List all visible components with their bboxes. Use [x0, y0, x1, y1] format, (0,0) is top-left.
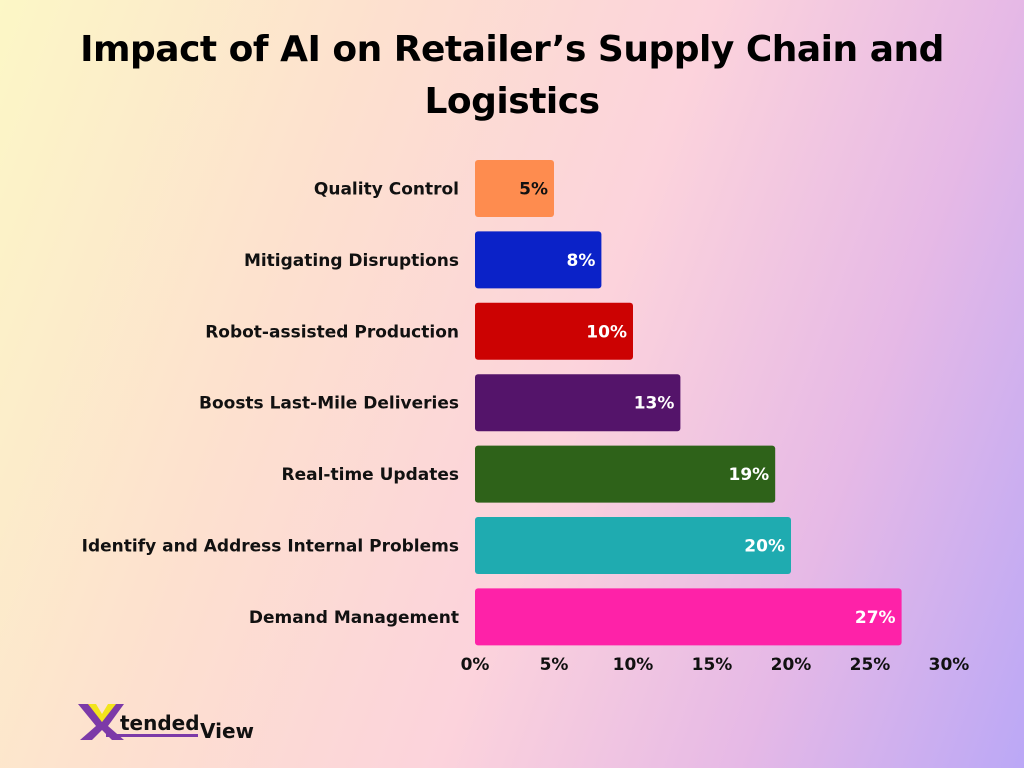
category-label: Identify and Address Internal Problems [82, 537, 459, 557]
bar [475, 445, 776, 503]
data-label: 13% [634, 394, 675, 414]
data-label: 8% [567, 251, 596, 271]
x-tick-label: 15% [692, 655, 733, 675]
data-label: 20% [744, 537, 785, 557]
bar [475, 588, 902, 646]
data-label: 27% [855, 608, 896, 628]
bar [475, 374, 681, 432]
category-label: Robot-assisted Production [205, 322, 459, 342]
data-label: 19% [728, 465, 769, 485]
x-tick-label: 0% [461, 655, 490, 675]
data-label: 10% [586, 322, 627, 342]
category-label: Boosts Last-Mile Deliveries [199, 394, 459, 414]
bar [475, 302, 633, 360]
x-tick-label: 10% [613, 655, 654, 675]
data-label: 5% [519, 180, 548, 200]
chart-title: Impact of AI on Retailer’s Supply Chain … [80, 29, 944, 122]
x-tick-label: 20% [771, 655, 812, 675]
category-label: Mitigating Disruptions [244, 251, 459, 271]
category-label: Real-time Updates [282, 465, 459, 485]
x-tick-label: 25% [850, 655, 891, 675]
x-tick-label: 5% [540, 655, 569, 675]
bar [475, 160, 554, 217]
x-tick-label: 30% [929, 655, 970, 675]
svg-text:tended: tended [120, 711, 200, 735]
svg-text:View: View [200, 719, 254, 743]
bar [475, 231, 602, 289]
bar [475, 517, 791, 574]
category-label: Quality Control [314, 180, 459, 200]
bar-chart: Quality Control 5% Mitigating Disruptions 8… [82, 160, 970, 675]
category-label: Demand Management [249, 608, 459, 628]
xtendedview-logo: tended View [78, 704, 254, 743]
